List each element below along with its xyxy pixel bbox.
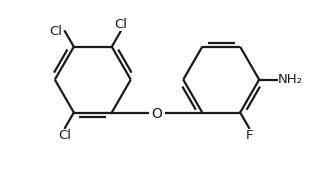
Text: NH₂: NH₂ — [278, 73, 303, 86]
Text: Cl: Cl — [58, 129, 71, 142]
Text: F: F — [245, 128, 253, 142]
Text: Cl: Cl — [114, 18, 127, 31]
Text: Cl: Cl — [50, 25, 63, 38]
Text: O: O — [152, 107, 162, 121]
